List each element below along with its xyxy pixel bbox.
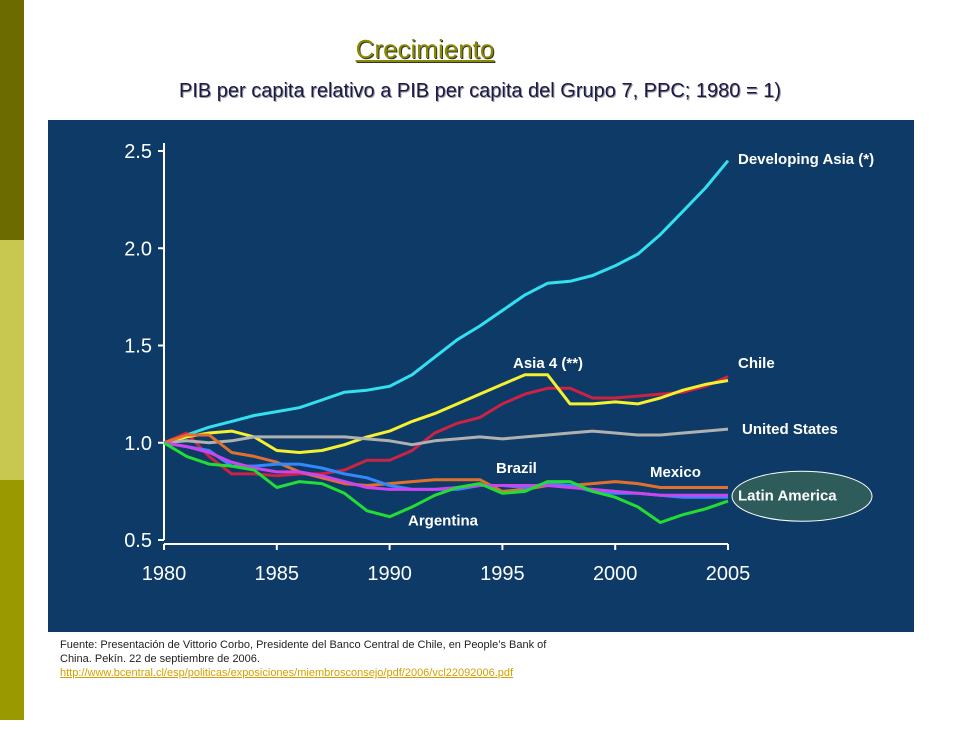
chart-notes: (*) Includes China and India (**) Consid… — [158, 717, 581, 743]
series-line-developing-asia — [163, 159, 730, 445]
series-label: Mexico — [650, 464, 701, 481]
x-tick-label: 1990 — [367, 563, 412, 585]
y-tick-label: 1.5 — [124, 336, 152, 358]
series-label: Chile — [738, 355, 775, 372]
series-label: Asia 4 (**) — [513, 355, 583, 372]
source-citation: Fuente: Presentación de Vittorio Corbo, … — [60, 638, 660, 680]
y-axis: 0.5 1.0 1.5 2.0 2.5 — [124, 141, 165, 552]
source-link[interactable]: http://www.bcentral.cl/esp/politicas/exp… — [60, 667, 514, 679]
series-label: Developing Asia (*) — [738, 151, 874, 168]
side-bar-top — [0, 0, 24, 240]
x-tick-label: 2005 — [706, 563, 751, 585]
x-tick-label: 1980 — [142, 563, 187, 585]
line-chart: 0.5 1.0 1.5 2.0 2.5 1980 1985 1990 1995 2000 2005… — [124, 141, 874, 585]
series-label: Brazil — [496, 460, 537, 477]
series-lines — [163, 159, 730, 524]
page-title: Crecimiento — [355, 34, 495, 64]
series-label: Argentina — [408, 513, 479, 530]
series-line-argentina — [163, 441, 729, 524]
x-tick-label: 1985 — [255, 563, 300, 585]
series-label: United States — [742, 421, 838, 438]
y-tick-label: 0.5 — [124, 530, 152, 552]
chart-note-2: Source: Own calculations. — [158, 731, 284, 742]
source-line-1: Fuente: Presentación de Vittorio Corbo, … — [60, 639, 547, 651]
latin-america-highlight — [731, 470, 873, 522]
y-tick-label: 2.5 — [124, 141, 152, 163]
series-labels: Developing Asia (*) Chile Asia 4 (**) Unite… — [408, 151, 874, 530]
side-bar-bottom — [0, 480, 24, 720]
series-line-latin-america — [163, 441, 728, 497]
y-tick-label: 1.0 — [124, 433, 152, 455]
y-tick-label: 2.0 — [124, 238, 152, 260]
x-axis: 1980 1985 1990 1995 2000 2005 — [142, 543, 751, 585]
series-line-mexico — [163, 433, 728, 493]
side-bar-middle — [0, 240, 24, 480]
x-tick-label: 1995 — [480, 563, 525, 585]
series-line-chile — [163, 375, 729, 478]
series-label: Latin America — [738, 487, 837, 504]
chart-panel: 0.5 1.0 1.5 2.0 2.5 1980 1985 1990 1995 2000 2005… — [48, 120, 914, 742]
chart-note-1: (*) Includes China and India (**) Consid… — [158, 718, 581, 729]
page-subtitle: PIB per capita relativo a PIB per capita… — [178, 80, 781, 102]
x-tick-label: 2000 — [593, 563, 638, 585]
series-line-asia-4 — [163, 373, 729, 454]
series-line-united-states — [163, 427, 729, 447]
source-line-2: China. Pekín. 22 de septiembre de 2006. — [60, 653, 260, 665]
